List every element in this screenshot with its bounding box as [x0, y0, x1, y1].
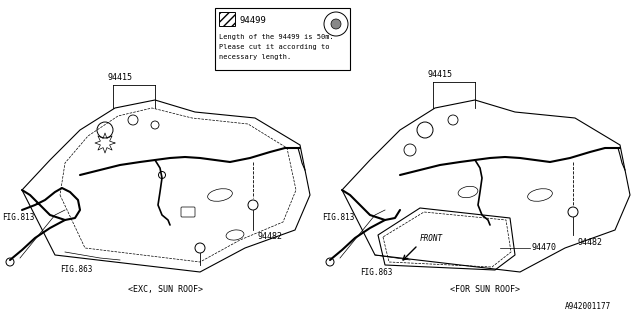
Text: FIG.813: FIG.813 — [2, 213, 35, 222]
Text: FIG.863: FIG.863 — [60, 265, 92, 274]
Text: 94482: 94482 — [258, 232, 283, 241]
Text: FIG.813: FIG.813 — [322, 213, 355, 222]
Text: A942001177: A942001177 — [565, 302, 611, 311]
Text: FIG.863: FIG.863 — [360, 268, 392, 277]
Text: necessary length.: necessary length. — [219, 54, 291, 60]
Circle shape — [331, 19, 341, 29]
Text: Length of the 94499 is 50m.: Length of the 94499 is 50m. — [219, 34, 333, 40]
Bar — [219, 12, 235, 26]
Text: 94482: 94482 — [578, 238, 603, 247]
Text: 94415: 94415 — [108, 73, 132, 82]
Text: <FOR SUN ROOF>: <FOR SUN ROOF> — [450, 285, 520, 294]
Text: 94470: 94470 — [532, 244, 557, 252]
Text: 94499: 94499 — [239, 16, 266, 25]
Text: 94415: 94415 — [428, 70, 452, 79]
Bar — [215, 8, 350, 70]
Text: Please cut it according to: Please cut it according to — [219, 44, 330, 50]
Text: <EXC, SUN ROOF>: <EXC, SUN ROOF> — [127, 285, 202, 294]
Text: FRONT: FRONT — [420, 234, 443, 243]
